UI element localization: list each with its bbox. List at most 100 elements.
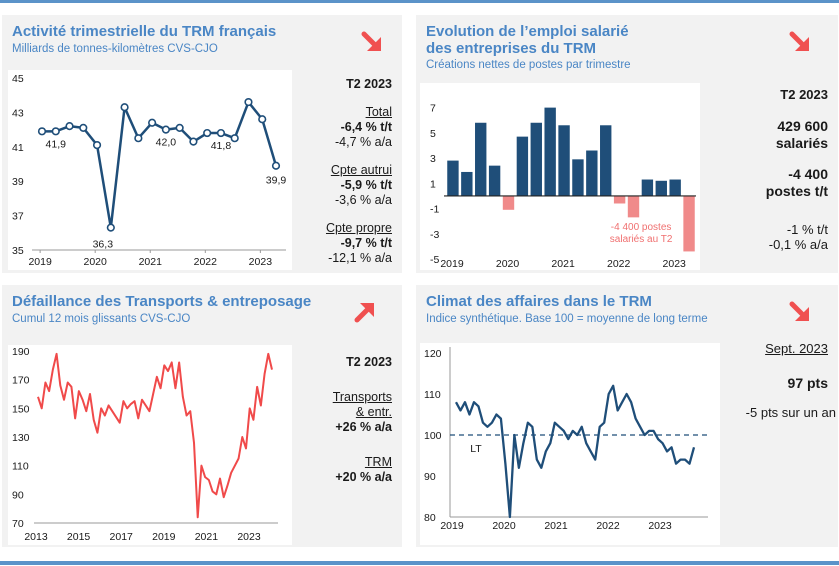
- series-line: [42, 100, 278, 229]
- annotation-text: salariés au T2: [610, 234, 673, 245]
- stat-trm-value: +20 % a/a: [335, 470, 392, 484]
- x-tick-label: 2019: [152, 531, 176, 543]
- series-line: [37, 352, 273, 519]
- arrow-up-right-icon: [354, 303, 374, 323]
- top-accent-line: [0, 0, 839, 3]
- plot-area: 70 90 110 130 150 170 190 2013 2015 2017 2019 2021 2…: [8, 345, 292, 545]
- data-point: [175, 123, 184, 132]
- bar: [502, 195, 515, 210]
- data-point: [37, 127, 47, 136]
- data-point: [161, 125, 170, 134]
- x-tick-label: 2020: [492, 520, 516, 532]
- panel-defaillances: Défaillance des Transports & entreposage…: [2, 285, 402, 547]
- panel-emploi: Evolution de l’emploi salarié des entrep…: [416, 15, 838, 273]
- stat-autrui-qq: -5,9 % t/t: [340, 178, 392, 192]
- y-tick-label: 3: [430, 153, 436, 165]
- x-tick-label: 2023: [237, 531, 261, 543]
- y-tick-label: 43: [12, 107, 24, 119]
- stat-sector-value: +26 % a/a: [335, 420, 392, 434]
- panel-subtitle: Milliards de tonnes-kilomètres CVS-CJO: [12, 43, 218, 55]
- plot-area: 35 37 39 41 43 45 2019 2020 2021 2022 2023 41,9 36,3…: [8, 70, 292, 270]
- panel-activite: Activité trimestrielle du TRM français M…: [2, 15, 402, 273]
- data-point: [65, 122, 74, 131]
- stat-label-sector-2: & entr.: [355, 405, 392, 419]
- stat-value: 97 pts: [787, 375, 828, 391]
- x-tick-label: 2023: [663, 258, 687, 270]
- stats-header: T2 2023: [346, 355, 392, 369]
- x-tick-label: 2020: [84, 256, 108, 268]
- y-tick-label: 110: [12, 461, 29, 473]
- stat-change-value: -4 400: [788, 166, 828, 182]
- stat-label-sector-1: Transports: [332, 390, 392, 404]
- plot-area: -5 -3 -1 1 3 5 7 2019 2020 2021 2022 2023 -4 400 pos…: [420, 83, 700, 270]
- x-tick-label: 2022: [194, 256, 218, 268]
- data-point: [92, 140, 102, 150]
- y-tick-label: 150: [12, 403, 30, 415]
- stat-label-trm: TRM: [364, 455, 392, 469]
- stats-defaillances: T2 2023 Transports & entr. +26 % a/a TRM…: [282, 355, 392, 485]
- y-tick-label: 70: [12, 518, 24, 530]
- y-tick-label: 170: [12, 375, 30, 387]
- bar: [572, 159, 584, 196]
- data-point: [230, 134, 239, 143]
- y-tick-label: 90: [12, 489, 24, 501]
- annotation-background: [610, 218, 673, 248]
- stat-qq: -1 % t/t: [786, 222, 828, 237]
- data-point: [79, 123, 88, 132]
- x-tick-label: 2022: [607, 258, 631, 270]
- reference-label: LT: [470, 443, 482, 455]
- data-label: 36,3: [93, 239, 114, 251]
- data-point: [120, 103, 129, 112]
- y-tick-label: 39: [12, 176, 24, 188]
- x-tick-label: 2021: [544, 520, 568, 532]
- data-point: [203, 128, 212, 138]
- y-tick-label: 7: [430, 103, 436, 115]
- bar: [558, 125, 570, 196]
- stat-jobs-unit: salariés: [775, 135, 828, 151]
- bar: [475, 122, 487, 196]
- y-tick-label: 1: [430, 178, 436, 190]
- x-tick-label: 2021: [139, 256, 163, 268]
- panel-title: Défaillance des Transports & entreposage: [12, 293, 312, 310]
- stat-change: -5 pts sur un an: [745, 405, 836, 420]
- x-tick-label: 2020: [496, 258, 520, 270]
- panel-title: Activité trimestrielle du TRM français: [12, 23, 277, 40]
- x-tick-label: 2017: [110, 531, 134, 543]
- x-tick-label: 2023: [648, 520, 672, 532]
- stat-total-qq: -6,4 % t/t: [340, 120, 392, 134]
- bottom-accent-line: [0, 561, 839, 565]
- bar: [655, 180, 667, 196]
- stats-header: Sept. 2023: [765, 341, 828, 356]
- stats-climat: Sept. 2023 97 pts -5 pts sur un an: [718, 341, 836, 420]
- chart-activite: 35 37 39 41 43 45 2019 2020 2021 2022 2023 41,9 36,3…: [12, 73, 286, 268]
- stat-label-total: Total: [365, 105, 392, 119]
- data-point: [216, 128, 226, 138]
- arrow-down-right-icon: [789, 31, 809, 51]
- y-tick-label: -3: [430, 229, 439, 241]
- data-point: [51, 127, 60, 136]
- bar: [613, 195, 626, 204]
- bar: [627, 195, 640, 218]
- y-tick-label: 130: [12, 432, 30, 444]
- bar: [683, 195, 695, 252]
- x-tick-label: 2013: [24, 531, 48, 543]
- x-tick-label: 2022: [596, 520, 620, 532]
- data-point: [148, 118, 157, 127]
- data-label: 41,9: [46, 138, 67, 150]
- stat-change-unit: postes t/t: [765, 183, 828, 199]
- y-tick-label: -5: [430, 254, 439, 266]
- stat-propre-aa: -12,1 % a/a: [328, 251, 392, 265]
- bar: [669, 179, 681, 196]
- bar: [586, 150, 598, 196]
- plot-area: 80 90 100 110 120 2019 2020 2021 2022 2023 LT: [420, 343, 720, 545]
- bar: [516, 136, 529, 196]
- stats-header: T2 2023: [346, 77, 392, 91]
- panel-title: Climat des affaires dans le TRM: [426, 293, 652, 310]
- stat-jobs-value: 429 600: [777, 118, 828, 134]
- panel-climat: Climat des affaires dans le TRM Indice s…: [416, 285, 838, 547]
- data-point: [189, 137, 198, 146]
- bar: [530, 122, 542, 196]
- y-tick-label: 110: [424, 389, 441, 401]
- data-point: [258, 115, 267, 124]
- chart-climat: 80 90 100 110 120 2019 2020 2021 2022 2023 LT: [424, 347, 708, 532]
